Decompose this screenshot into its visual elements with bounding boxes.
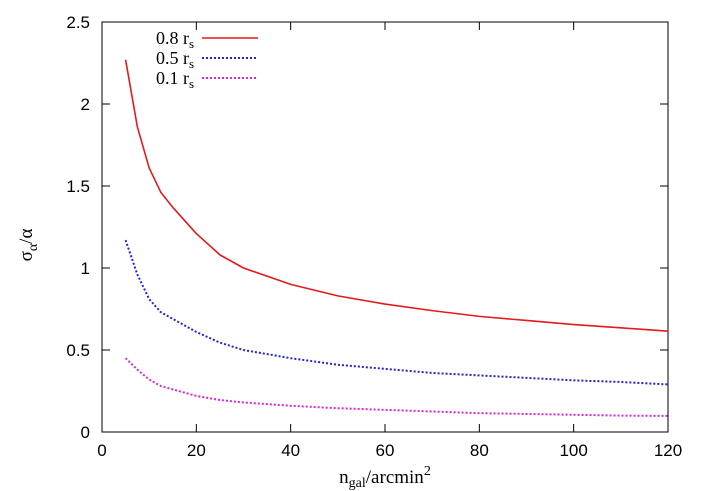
- x-tick-label: 0: [97, 441, 106, 460]
- series-lines: [124, 59, 669, 417]
- y-tick-label: 1.5: [66, 177, 90, 196]
- y-tick-label: 2: [81, 95, 90, 114]
- axis-ticks: [101, 21, 669, 433]
- y-tick-label: 1: [81, 259, 90, 278]
- x-axis-label-sub: gal: [349, 476, 366, 491]
- x-axis-label-main: n: [339, 467, 349, 488]
- legend: 0.8 rs0.5 rs0.1 rs: [156, 28, 258, 91]
- y-axis-label-sub: α: [26, 243, 41, 251]
- series-line-1: [124, 239, 669, 386]
- series-line-0: [124, 59, 669, 332]
- legend-label-2: 0.1 rs: [156, 68, 194, 91]
- y-tick-label: 0: [81, 423, 90, 442]
- x-tick-label: 100: [559, 441, 587, 460]
- x-tick-label: 60: [376, 441, 395, 460]
- x-axis-label: ngal/arcmin2: [339, 464, 431, 491]
- y-tick-label: 0.5: [66, 341, 90, 360]
- legend-label-0: 0.8 rs: [156, 28, 194, 51]
- y-tick-label: 2.5: [66, 13, 90, 32]
- x-tick-label: 40: [281, 441, 300, 460]
- y-axis-label: σα/α: [16, 229, 41, 262]
- x-axis-label-sup: 2: [424, 464, 431, 479]
- x-axis-label-rest: /arcmin: [366, 467, 425, 488]
- y-axis-label-rest: /α: [16, 229, 37, 244]
- legend-label-1: 0.5 rs: [156, 48, 194, 71]
- x-tick-label: 120: [654, 441, 682, 460]
- tick-labels: 0 20 40 60 80 100 120 0 0.5 1 1.5 2 2.5: [66, 13, 682, 460]
- x-tick-label: 20: [187, 441, 206, 460]
- series-line-2: [124, 357, 669, 417]
- y-axis-label-main: σ: [16, 251, 37, 261]
- x-tick-label: 80: [470, 441, 489, 460]
